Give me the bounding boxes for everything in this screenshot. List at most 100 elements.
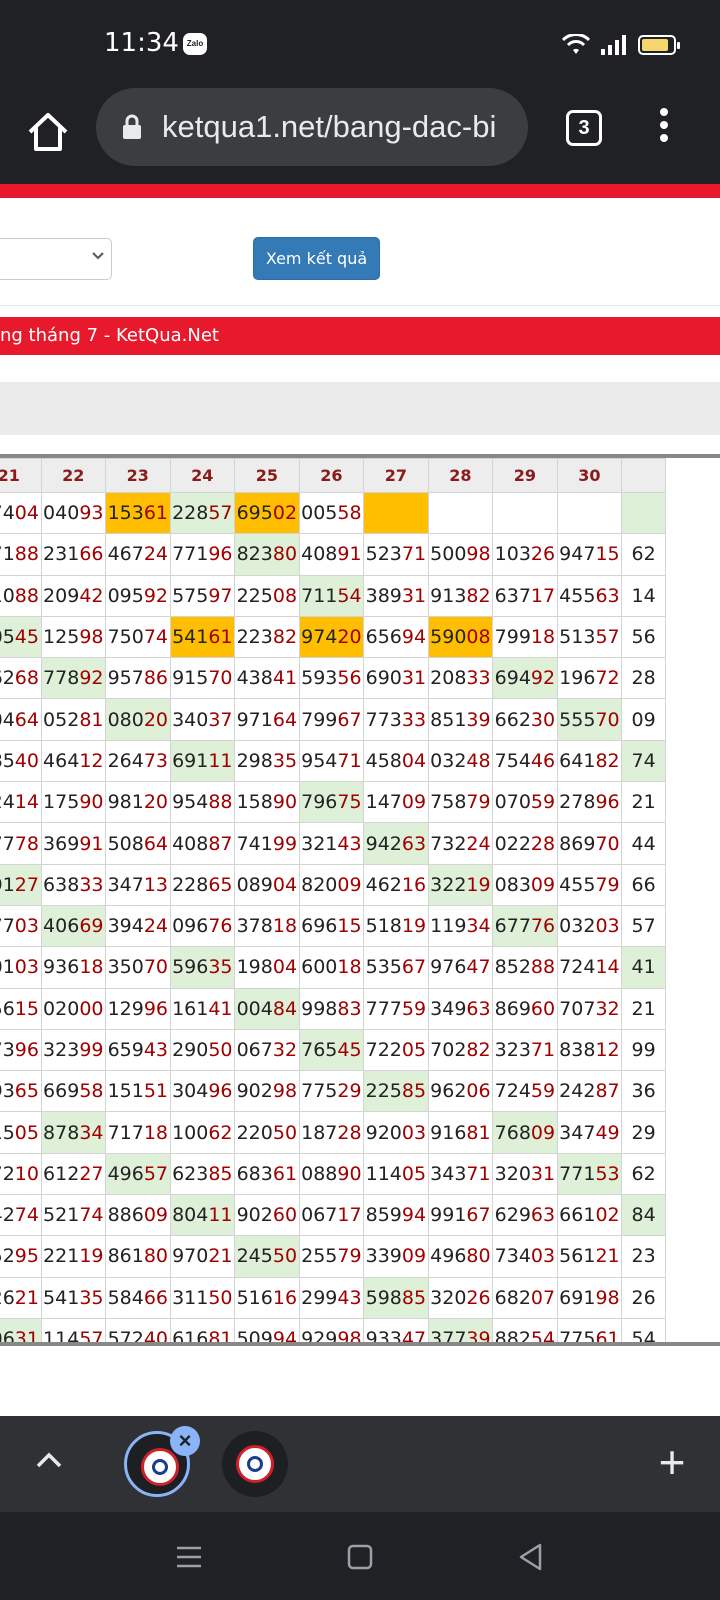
table-cell: 06717	[298, 1194, 365, 1237]
table-cell: 81505	[0, 1111, 42, 1154]
table-cell: 92003	[363, 1111, 429, 1154]
table-cell: 62	[621, 1152, 666, 1196]
table-cell: 40891	[298, 533, 365, 576]
table-cell: 72414	[556, 946, 623, 989]
home-icon[interactable]	[22, 106, 74, 158]
table-cell: 41	[621, 946, 666, 989]
table-cell: 82009	[298, 863, 365, 906]
table-cell: 54	[621, 1317, 666, 1342]
view-results-button[interactable]: Xem kết quả	[253, 237, 380, 280]
plus-icon[interactable]: +	[658, 1436, 686, 1488]
table-cell: 09	[621, 698, 666, 741]
table-row: 0721061227496576238568361088901140534371…	[0, 1152, 666, 1196]
table-cell: 49680	[427, 1235, 494, 1278]
lock-icon	[123, 114, 141, 139]
table-cell: 57597	[169, 574, 236, 617]
table-cell: 73403	[492, 1235, 558, 1278]
table-cell: 52371	[363, 533, 429, 576]
signal-icon	[601, 35, 626, 55]
table-row: 1626877892957869157043841593566903120833…	[0, 657, 666, 700]
table-cell: 51088	[0, 574, 42, 617]
zalo-notification-icon: Zalo	[183, 33, 207, 55]
address-bar[interactable]: ketqua1.net/bang-dac-bi	[96, 88, 528, 166]
table-row: 4718823166467247719682380408915237150098…	[0, 533, 666, 576]
table-cell: 45804	[363, 739, 429, 783]
tab-thumbnail[interactable]	[222, 1431, 288, 1497]
table-cell: 87834	[40, 1111, 107, 1154]
table-cell: 10103	[0, 946, 42, 989]
table-cell: 75446	[492, 739, 558, 783]
home-nav-icon[interactable]	[343, 1540, 377, 1574]
tab-switcher-icon[interactable]: 3	[566, 110, 602, 146]
table-cell: 29835	[234, 739, 300, 783]
column-header: 26	[298, 458, 365, 493]
table-cell: 69502	[234, 491, 300, 535]
close-icon[interactable]: ×	[170, 1426, 200, 1456]
table-cell: 19672	[556, 657, 623, 700]
month-select[interactable]	[0, 238, 112, 280]
table-cell: 71718	[105, 1111, 171, 1154]
table-cell: 35070	[105, 946, 171, 989]
battery-icon	[638, 35, 680, 55]
table-cell: 27404	[0, 491, 42, 535]
table-row: 274040409315361228576950200558	[0, 491, 666, 535]
chevron-up-icon[interactable]	[34, 1446, 64, 1476]
table-cell: 97021	[169, 1235, 236, 1278]
table-cell: 27896	[556, 781, 623, 824]
status-icons	[562, 32, 680, 58]
table-cell: 43841	[234, 657, 300, 700]
table-cell: 07210	[0, 1152, 42, 1196]
table-cell: 93618	[40, 946, 107, 989]
table-cell: 14709	[363, 781, 429, 824]
table-cell: 36	[621, 1070, 666, 1113]
table-row: 5912763833347132286508904820094621632219…	[0, 863, 666, 906]
table-row: 8150587834717181006222050187289200391681…	[0, 1111, 666, 1154]
table-cell: 49657	[105, 1152, 171, 1196]
column-header: 25	[234, 458, 300, 493]
table-cell: 99	[621, 1028, 666, 1072]
table-row: 5241417590981209548815890796751470975879…	[0, 781, 666, 824]
table-cell: 51357	[556, 615, 623, 659]
table-cell: 44	[621, 822, 666, 865]
table-cell: 20464	[0, 698, 42, 741]
column-header: 23	[105, 458, 171, 493]
table-cell: 07396	[0, 1028, 42, 1072]
table-cell: 63717	[492, 574, 558, 617]
table-cell: 22119	[40, 1235, 107, 1278]
table-cell: 59635	[169, 946, 236, 989]
table-cell: 66958	[40, 1070, 107, 1113]
table-cell: 69492	[492, 657, 558, 700]
table-cell: 02228	[492, 822, 558, 865]
table-cell: 10062	[169, 1111, 236, 1154]
table-cell: 46216	[363, 863, 429, 906]
site-favicon	[141, 1448, 179, 1486]
table-cell: 55570	[556, 698, 623, 741]
table-cell: 10326	[492, 533, 558, 576]
table-cell: 21	[621, 781, 666, 824]
back-icon[interactable]	[514, 1540, 548, 1574]
recents-icon[interactable]	[172, 1540, 206, 1574]
table-cell: 74199	[234, 822, 300, 865]
table-cell: 34749	[556, 1111, 623, 1154]
table-cell: 57240	[105, 1317, 171, 1342]
section-banner: ng tháng 7 - KetQua.Net	[0, 317, 720, 355]
table-cell: 71154	[298, 574, 365, 617]
results-table-container[interactable]: 21 22 23 24 25 26 27 28 29 30 2740404093…	[0, 454, 720, 1346]
table-cell	[363, 491, 429, 535]
table-cell: 95471	[298, 739, 365, 783]
table-cell: 91681	[427, 1111, 494, 1154]
table-cell: 72459	[492, 1070, 558, 1113]
column-header: 29	[492, 458, 558, 493]
url-text: ketqua1.net/bang-dac-bi	[162, 109, 497, 144]
table-cell: 02000	[40, 987, 107, 1030]
table-cell	[427, 491, 494, 535]
table-cell: 93347	[363, 1317, 429, 1342]
column-header	[621, 458, 666, 493]
table-row: 2046405281080203403797164799677733385139…	[0, 698, 666, 741]
table-cell: 63833	[40, 863, 107, 906]
table-cell: 68361	[234, 1152, 300, 1196]
table-cell: 26	[621, 1276, 666, 1319]
overflow-menu-icon[interactable]	[654, 108, 674, 148]
table-cell: 21	[621, 987, 666, 1030]
table-cell: 54135	[40, 1276, 107, 1319]
